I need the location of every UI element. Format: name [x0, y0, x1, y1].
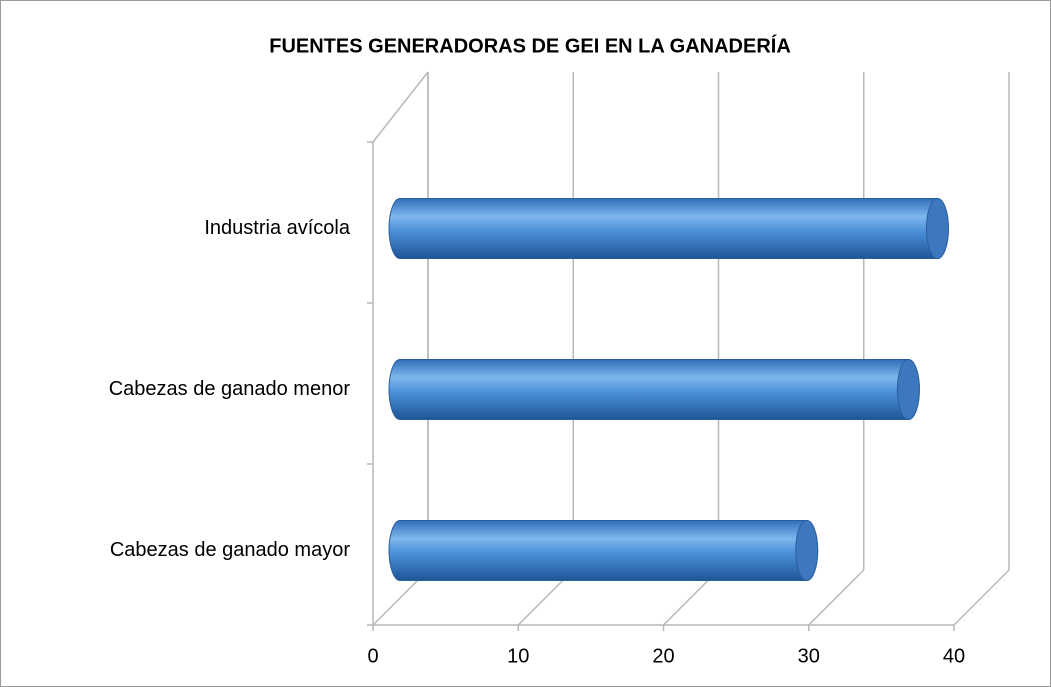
y-tick-label: Cabezas de ganado menor: [109, 378, 351, 400]
grid-floor-line: [808, 569, 865, 626]
x-tick-label: 0: [367, 645, 378, 667]
x-tick-label: 10: [507, 645, 529, 667]
bar: [388, 198, 949, 259]
x-tick-label: 40: [943, 645, 965, 667]
x-tick-label: 30: [798, 645, 820, 667]
grid-floor-line: [953, 569, 1010, 626]
y-tick-label: Industria avícola: [204, 217, 351, 239]
bar: [388, 520, 819, 581]
x-tick-label: 20: [652, 645, 674, 667]
left-wall-top: [372, 71, 429, 143]
bar-cap: [795, 520, 819, 581]
bar: [388, 359, 920, 420]
y-tick-label: Cabezas de ganado mayor: [110, 539, 350, 561]
bar-cap: [925, 198, 949, 259]
chart-title: FUENTES GENERADORAS DE GEI EN LA GANADER…: [269, 34, 791, 57]
bar-cap: [896, 359, 920, 420]
